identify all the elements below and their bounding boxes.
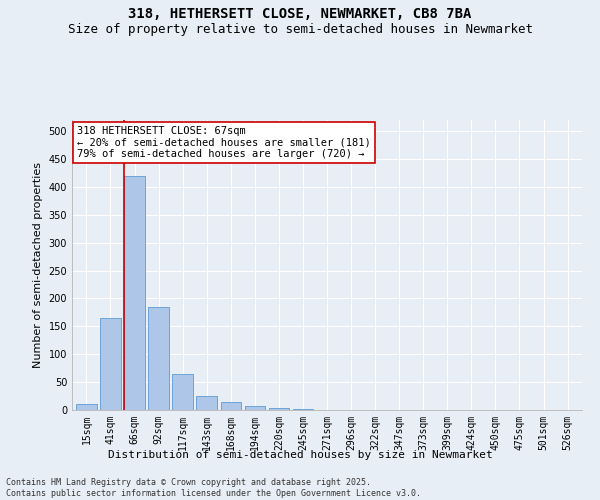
Bar xyxy=(196,396,217,410)
Text: Contains HM Land Registry data © Crown copyright and database right 2025.
Contai: Contains HM Land Registry data © Crown c… xyxy=(6,478,421,498)
Bar xyxy=(221,402,241,410)
Bar xyxy=(245,406,265,410)
Bar xyxy=(172,374,193,410)
Bar xyxy=(269,408,289,410)
Y-axis label: Number of semi-detached properties: Number of semi-detached properties xyxy=(33,162,43,368)
Text: 318 HETHERSETT CLOSE: 67sqm
← 20% of semi-detached houses are smaller (181)
79% : 318 HETHERSETT CLOSE: 67sqm ← 20% of sem… xyxy=(77,126,371,159)
Text: 318, HETHERSETT CLOSE, NEWMARKET, CB8 7BA: 318, HETHERSETT CLOSE, NEWMARKET, CB8 7B… xyxy=(128,8,472,22)
Bar xyxy=(76,404,97,410)
Text: Distribution of semi-detached houses by size in Newmarket: Distribution of semi-detached houses by … xyxy=(107,450,493,460)
Bar xyxy=(124,176,145,410)
Bar xyxy=(148,307,169,410)
Bar xyxy=(100,318,121,410)
Text: Size of property relative to semi-detached houses in Newmarket: Size of property relative to semi-detach… xyxy=(67,22,533,36)
